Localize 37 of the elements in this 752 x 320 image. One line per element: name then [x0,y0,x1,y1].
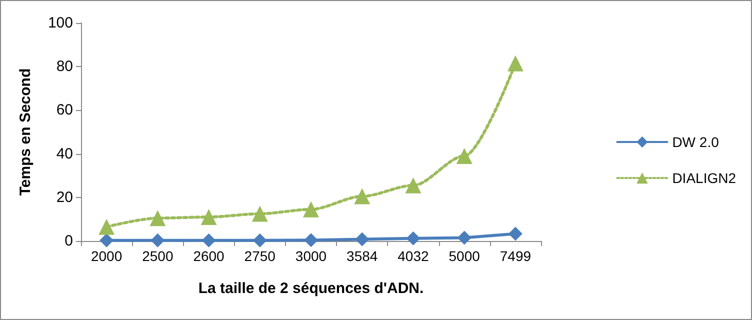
x-tick-label: 7499 [500,248,532,264]
point [98,218,115,235]
point [354,188,370,204]
point [252,233,267,248]
x-tick-label: 5000 [448,248,480,264]
x-tick-label: 2600 [193,248,225,264]
point [405,177,422,194]
legend-label: DIALIGN2 [672,170,736,186]
legend-label: DW 2.0 [672,134,720,150]
x-tick-label: 4032 [398,248,429,264]
point [508,226,522,241]
x-tick-label: 2000 [90,248,122,264]
point [457,230,472,245]
y-tick-label: 20 [56,188,73,206]
point [150,233,165,248]
point [202,233,216,248]
x-tick-label: 3000 [295,248,327,264]
x-tick-label: 2500 [142,248,174,264]
x-axis-title: La taille de 2 séquences d'ADN. [198,280,424,297]
point [100,233,114,248]
point [355,232,370,246]
y-tick-label: 100 [48,14,73,32]
x-tick-label: 2750 [244,248,276,264]
y-tick-label: 0 [64,232,73,250]
point [150,210,166,226]
y-tick-label: 40 [56,145,73,162]
point [304,233,318,248]
point [456,148,472,164]
point [200,209,217,226]
y-tick-label: 60 [56,102,73,119]
point [507,55,524,72]
point [303,201,319,218]
point [252,206,268,222]
y-tick-label: 80 [56,58,73,76]
point [406,231,420,246]
y-axis-title: Temps en Second [17,68,34,196]
x-tick-label: 3584 [346,248,378,264]
